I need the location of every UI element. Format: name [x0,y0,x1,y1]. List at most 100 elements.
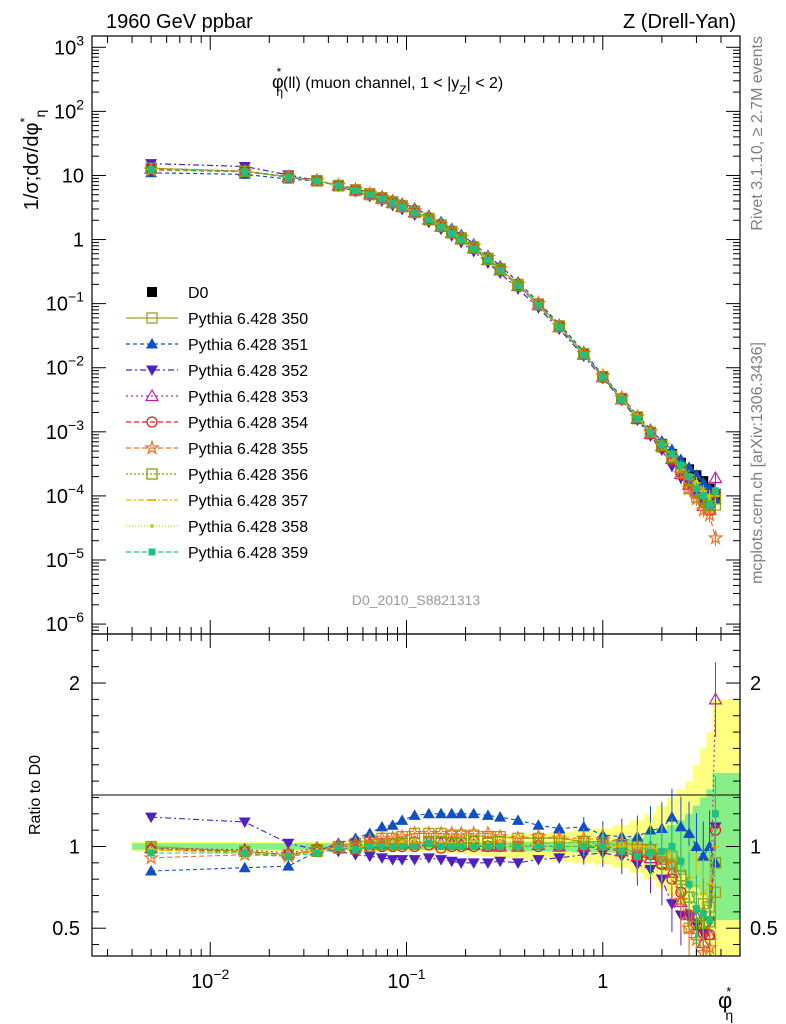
ratio-point [422,853,435,864]
ratio-point [674,820,687,832]
legend-marker [144,388,160,402]
ratio-point [470,842,478,850]
data-point [425,216,433,224]
ratio-point [411,842,419,850]
axes: 10−2 10−1 110310210110−110−210−310−410−510… [46,32,778,993]
y-tick-label: 10−2 [46,353,84,380]
data-point [376,192,388,205]
ratio-point [439,839,444,844]
ratio-point [496,842,504,850]
legend-marker [146,416,158,428]
data-point [711,487,719,495]
ratio-point [668,842,676,850]
legend-label: Pythia 6.428 359 [188,545,308,562]
x-tick-label: 10−1 [387,966,425,993]
ratio-point [453,825,470,841]
x-axis-label: φ* η [718,984,733,1023]
ratio-point [282,838,295,850]
header-right: Z (Drell-Yan) [623,11,736,33]
legend-label: Pythia 6.428 350 [188,311,308,328]
ratio-point [437,842,445,850]
data-point [532,299,545,311]
data-point [534,301,542,309]
ratio-point [347,834,364,850]
y-tick-label: 10−4 [46,481,84,508]
data-point [677,461,685,469]
data-point [580,351,588,359]
y-tick-label: 102 [54,96,84,123]
data-point [618,395,626,403]
ratio-point [532,819,545,830]
x-tick-label: 1 [597,971,608,993]
ratio-point [448,842,456,850]
data-point [701,506,718,522]
ratio-point [618,847,626,855]
ratio-point [147,849,155,857]
ratio-point [665,811,678,822]
data-point [616,392,628,405]
legend-entry: Pythia 6.428 359 [126,545,308,562]
series-line [151,169,717,539]
ratio-ylabel: Ratio to D0 [27,755,44,835]
data-point [597,371,609,383]
ratio-point [553,822,566,834]
ratio-point [512,858,525,869]
ratio-point [471,839,476,844]
band-outer [132,699,740,956]
data-point [378,195,386,203]
data-point [455,233,467,245]
legend-entry: Pythia 6.428 354 [126,415,308,432]
ratio-point [445,856,458,868]
ratio-point [378,842,386,850]
ratio-point [530,828,547,844]
data-point [411,209,419,217]
series-line [151,168,717,507]
data-point [147,165,155,173]
ratio-point [481,858,494,869]
ratio-point [646,849,654,857]
data-point [658,441,666,449]
ratio-point [352,846,360,854]
data-point [699,492,707,500]
y-tick-label: 10−1 [46,289,84,316]
ratio-y-tick-label-right: 0.5 [750,918,778,940]
ratio-point [412,837,417,842]
ratio-point [484,842,492,850]
ratio-point [334,844,342,852]
ratio-point [435,807,448,819]
legend-label: Pythia 6.428 352 [188,363,308,380]
ratio-point [445,807,458,819]
legend-marker [148,548,156,556]
ratio-point [282,860,295,871]
data-point [707,496,712,501]
data-point [633,415,641,423]
ratio-point [390,839,395,844]
ratio-point [400,839,405,844]
legend-label: D0 [188,285,209,302]
data-point [646,429,654,437]
ratio-y-tick-label: 2 [69,673,80,695]
data-point [284,173,292,181]
ratio-point [455,858,468,869]
legend-label: Pythia 6.428 356 [188,467,308,484]
ratio-point [408,855,421,866]
data-point [423,213,435,226]
ratio-point [512,814,525,825]
data-point [555,323,563,331]
ratio-point [238,861,251,873]
y-tick-label: 10 [62,165,84,187]
legend: D0 Pythia 6.428 350 Pythia 6.428 351 Pythia… [126,285,308,562]
legend-entry: Pythia 6.428 350 [126,311,308,328]
legend-entry: Pythia 6.428 353 [126,388,308,406]
ratio-line [151,813,717,922]
ratio-point [143,849,160,865]
ratio-point [658,847,666,855]
legend-entry: Pythia 6.428 357 [126,493,308,510]
ratio-point [553,853,566,864]
legend-entry: Pythia 6.428 358 [126,519,308,536]
ratio-point [145,812,158,824]
data-point [496,266,504,274]
ratio-point [599,842,607,850]
header-left: 1960 GeV ppbar [106,11,253,33]
